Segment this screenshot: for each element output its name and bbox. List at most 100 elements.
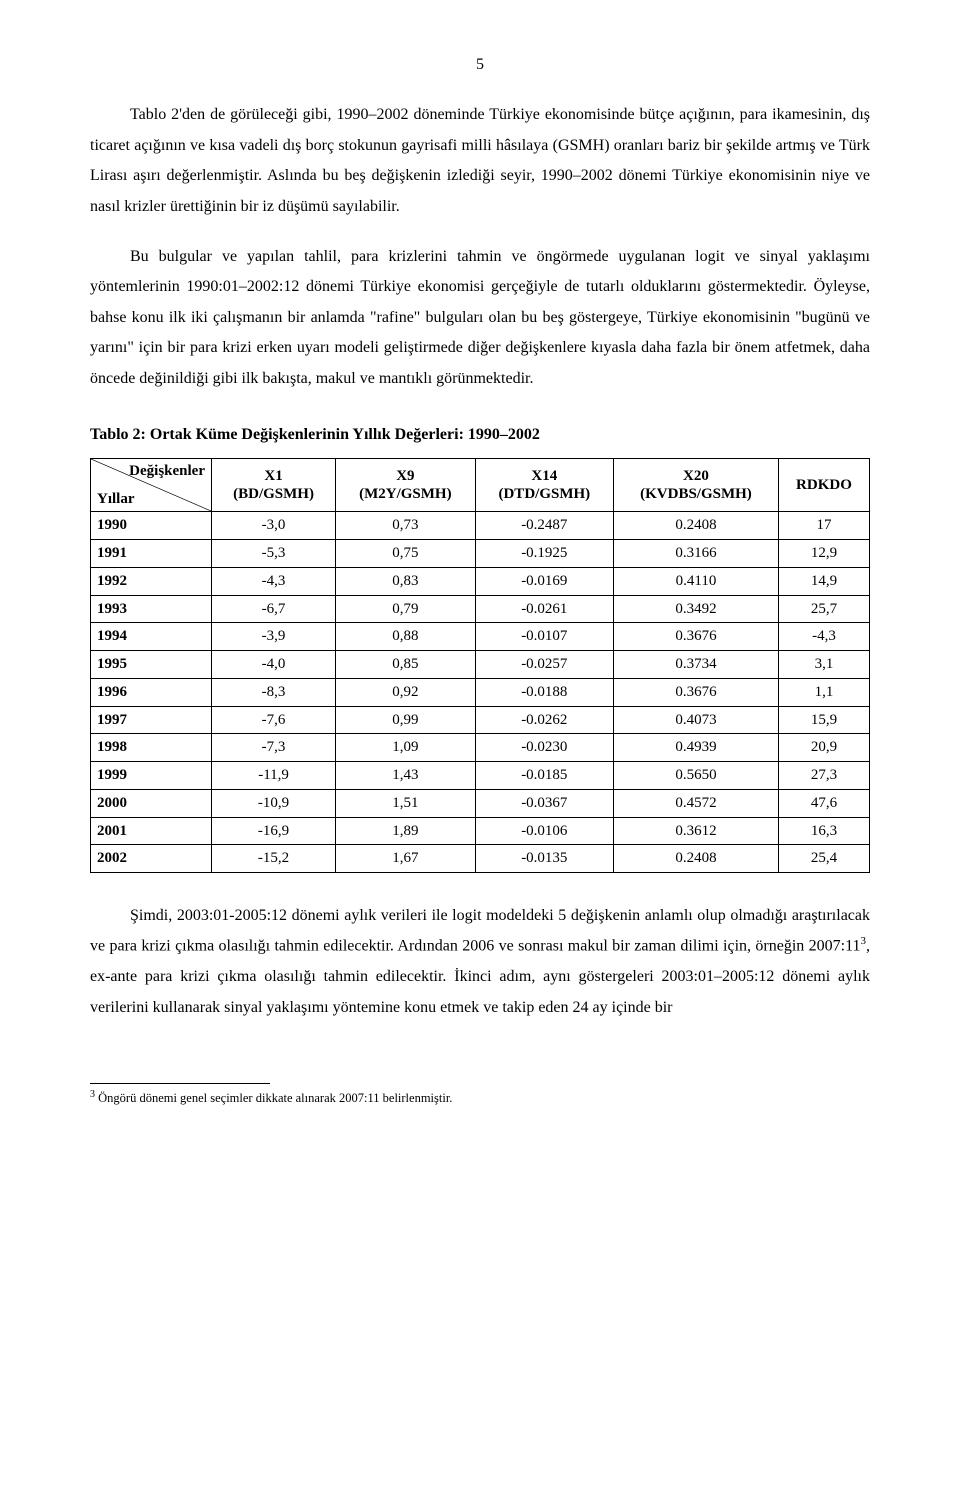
year: 1993 <box>91 595 212 623</box>
cell-x9: 0,73 <box>336 512 476 540</box>
header-col-x20-l2: (KVDBS/GSMH) <box>620 485 772 504</box>
cell-x1: -4,3 <box>212 567 336 595</box>
cell-x1: -11,9 <box>212 762 336 790</box>
header-col-rdkdo-l1: RDKDO <box>785 476 863 495</box>
cell-x14: -0.0257 <box>475 651 613 679</box>
year: 1990 <box>91 512 212 540</box>
cell-rdkdo: 27,3 <box>778 762 869 790</box>
header-col-x9: X9 (M2Y/GSMH) <box>336 459 476 512</box>
cell-x1: -15,2 <box>212 845 336 873</box>
cell-x1: -7,6 <box>212 706 336 734</box>
cell-x20: 0.3676 <box>614 678 779 706</box>
data-table: Değişkenler Yıllar X1 (BD/GSMH) X9 (M2Y/… <box>90 458 870 873</box>
cell-x9: 0,85 <box>336 651 476 679</box>
cell-x20: 0.3166 <box>614 540 779 568</box>
table-row: 2001-16,91,89-0.01060.361216,3 <box>91 817 870 845</box>
table-row: 2002-15,21,67-0.01350.240825,4 <box>91 845 870 873</box>
cell-x14: -0.0185 <box>475 762 613 790</box>
paragraph-3a: Şimdi, 2003:01-2005:12 dönemi aylık veri… <box>90 907 870 955</box>
year: 1997 <box>91 706 212 734</box>
cell-x9: 1,43 <box>336 762 476 790</box>
cell-rdkdo: -4,3 <box>778 623 869 651</box>
footnote-separator <box>90 1083 270 1084</box>
cell-x9: 0,88 <box>336 623 476 651</box>
page-number: 5 <box>90 50 870 80</box>
cell-x9: 0,83 <box>336 567 476 595</box>
cell-x1: -4,0 <box>212 651 336 679</box>
cell-x14: -0.0169 <box>475 567 613 595</box>
cell-x20: 0.2408 <box>614 512 779 540</box>
header-col-x14-l1: X14 <box>482 467 607 486</box>
year: 1992 <box>91 567 212 595</box>
table-row: 1992-4,30,83-0.01690.411014,9 <box>91 567 870 595</box>
table-header-row: Değişkenler Yıllar X1 (BD/GSMH) X9 (M2Y/… <box>91 459 870 512</box>
header-col-x14-l2: (DTD/GSMH) <box>482 485 607 504</box>
cell-x20: 0.3676 <box>614 623 779 651</box>
cell-rdkdo: 16,3 <box>778 817 869 845</box>
header-col-x9-l2: (M2Y/GSMH) <box>342 485 469 504</box>
year: 1991 <box>91 540 212 568</box>
year: 2001 <box>91 817 212 845</box>
table-row: 1993-6,70,79-0.02610.349225,7 <box>91 595 870 623</box>
cell-rdkdo: 20,9 <box>778 734 869 762</box>
cell-x1: -3,0 <box>212 512 336 540</box>
cell-x9: 0,92 <box>336 678 476 706</box>
paragraph-2: Bu bulgular ve yapılan tahlil, para kriz… <box>90 242 870 394</box>
footnote-3: 3 Öngörü dönemi genel seçimler dikkate a… <box>90 1088 870 1106</box>
year: 1995 <box>91 651 212 679</box>
cell-x20: 0.4110 <box>614 567 779 595</box>
cell-rdkdo: 1,1 <box>778 678 869 706</box>
table-row: 1998-7,31,09-0.02300.493920,9 <box>91 734 870 762</box>
cell-x9: 1,89 <box>336 817 476 845</box>
table-row: 1996-8,30,92-0.01880.36761,1 <box>91 678 870 706</box>
cell-rdkdo: 3,1 <box>778 651 869 679</box>
cell-x14: -0.0135 <box>475 845 613 873</box>
cell-x20: 0.2408 <box>614 845 779 873</box>
header-corner-bottom: Yıllar <box>97 490 135 509</box>
year: 2000 <box>91 789 212 817</box>
cell-x20: 0.3492 <box>614 595 779 623</box>
page: 5 Tablo 2'den de görüleceği gibi, 1990–2… <box>0 0 960 1146</box>
table-row: 1990-3,00,73-0.24870.240817 <box>91 512 870 540</box>
header-corner: Değişkenler Yıllar <box>91 459 212 512</box>
cell-x14: -0.0230 <box>475 734 613 762</box>
year: 1994 <box>91 623 212 651</box>
cell-x9: 1,09 <box>336 734 476 762</box>
cell-x20: 0.3734 <box>614 651 779 679</box>
cell-rdkdo: 25,4 <box>778 845 869 873</box>
cell-x1: -10,9 <box>212 789 336 817</box>
cell-rdkdo: 15,9 <box>778 706 869 734</box>
cell-x9: 1,67 <box>336 845 476 873</box>
cell-x20: 0.4939 <box>614 734 779 762</box>
table-row: 1991-5,30,75-0.19250.316612,9 <box>91 540 870 568</box>
cell-x14: -0.0261 <box>475 595 613 623</box>
cell-x14: -0.0188 <box>475 678 613 706</box>
table-row: 1995-4,00,85-0.02570.37343,1 <box>91 651 870 679</box>
year: 1996 <box>91 678 212 706</box>
table-row: 1997-7,60,99-0.02620.407315,9 <box>91 706 870 734</box>
cell-x9: 0,79 <box>336 595 476 623</box>
header-col-x1-l1: X1 <box>218 467 329 486</box>
cell-x1: -3,9 <box>212 623 336 651</box>
table-row: 1999-11,91,43-0.01850.565027,3 <box>91 762 870 790</box>
cell-x14: -0.0107 <box>475 623 613 651</box>
table-title: Tablo 2: Ortak Küme Değişkenlerinin Yıll… <box>90 420 870 450</box>
cell-x9: 1,51 <box>336 789 476 817</box>
cell-rdkdo: 25,7 <box>778 595 869 623</box>
header-col-x1: X1 (BD/GSMH) <box>212 459 336 512</box>
cell-x1: -16,9 <box>212 817 336 845</box>
header-col-x14: X14 (DTD/GSMH) <box>475 459 613 512</box>
cell-x20: 0.4073 <box>614 706 779 734</box>
cell-x9: 0,99 <box>336 706 476 734</box>
table-row: 1994-3,90,88-0.01070.3676-4,3 <box>91 623 870 651</box>
cell-x1: -5,3 <box>212 540 336 568</box>
header-col-x20-l1: X20 <box>620 467 772 486</box>
cell-x1: -7,3 <box>212 734 336 762</box>
cell-x14: -0.2487 <box>475 512 613 540</box>
header-corner-top: Değişkenler <box>129 462 205 481</box>
year: 2002 <box>91 845 212 873</box>
table-row: 2000-10,91,51-0.03670.457247,6 <box>91 789 870 817</box>
cell-x20: 0.5650 <box>614 762 779 790</box>
cell-x20: 0.3612 <box>614 817 779 845</box>
header-col-rdkdo: RDKDO <box>778 459 869 512</box>
